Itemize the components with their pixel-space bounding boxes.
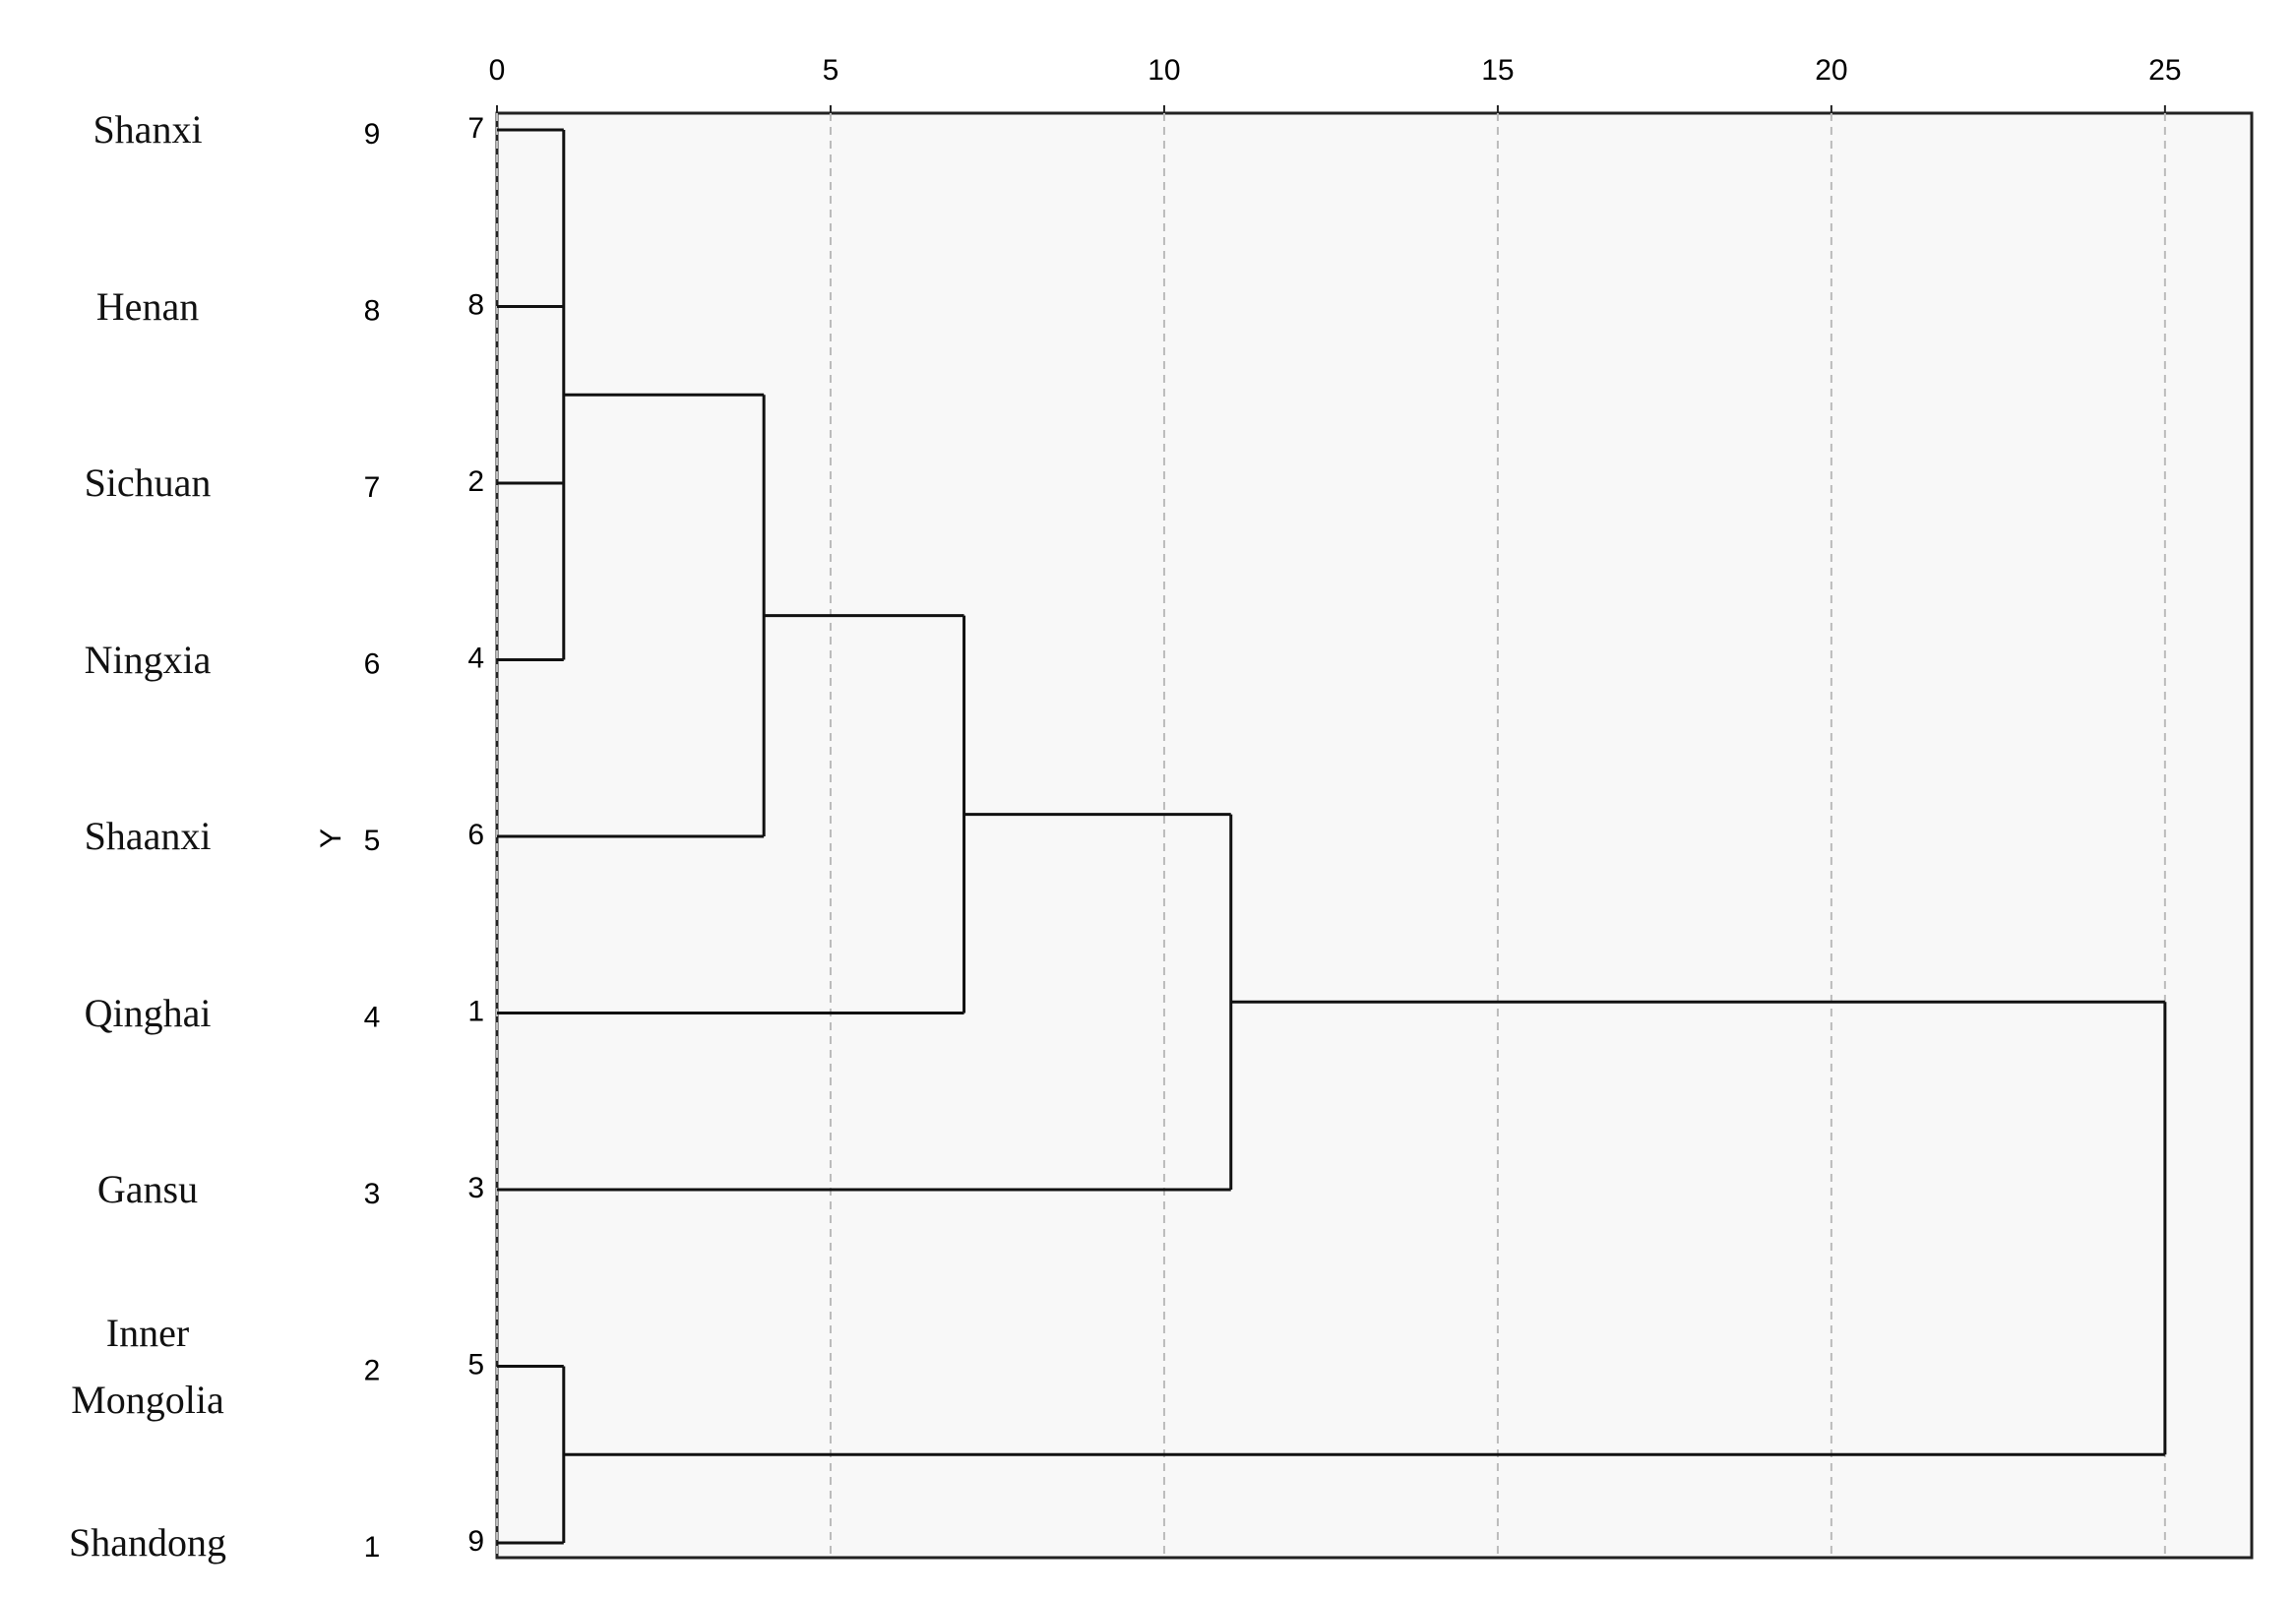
row-label: 9	[364, 118, 381, 151]
leaf-name: Inner Mongolia	[71, 1310, 224, 1422]
case-label: 6	[467, 819, 484, 851]
leaf-name: Qinghai	[84, 990, 212, 1035]
case-label: 8	[467, 288, 484, 321]
row-label: 5	[364, 825, 381, 857]
row-label: 3	[364, 1178, 381, 1210]
row-label: 8	[364, 294, 381, 327]
leaf-name: Ningxia	[84, 637, 212, 682]
merge-link	[497, 128, 566, 661]
merge-link	[497, 813, 1233, 1192]
row-label: 4	[364, 1001, 381, 1033]
row-label: 1	[364, 1531, 381, 1564]
case-label: 3	[467, 1172, 484, 1204]
case-label: 4	[467, 642, 484, 674]
leaf-name: Shaanxi	[84, 814, 212, 858]
leaf-name: Shandong	[69, 1520, 226, 1565]
x-tick-label: 20	[1815, 54, 1847, 87]
x-tick-label: 5	[823, 54, 839, 87]
x-tick-label: 25	[2148, 54, 2181, 87]
case-label: 2	[467, 465, 484, 498]
case-label: 1	[467, 995, 484, 1027]
leaf-name: Sichuan	[84, 461, 212, 505]
case-label: 5	[467, 1348, 484, 1381]
leaf-name: Shanxi	[93, 107, 203, 152]
case-label: 9	[467, 1525, 484, 1558]
row-label: 7	[364, 471, 381, 504]
x-tick-label: 15	[1481, 54, 1514, 87]
x-tick-label: 10	[1148, 54, 1180, 87]
leaf-name: Gansu	[96, 1167, 199, 1211]
plot-area	[495, 111, 2254, 1560]
row-label: 6	[364, 647, 381, 680]
row-label: 2	[364, 1354, 381, 1386]
axis-marker: Y	[315, 829, 347, 848]
x-tick-label: 0	[489, 54, 506, 87]
case-label: 7	[467, 112, 484, 145]
leaf-name: Henan	[95, 283, 200, 329]
merge-link	[563, 1000, 2167, 1456]
